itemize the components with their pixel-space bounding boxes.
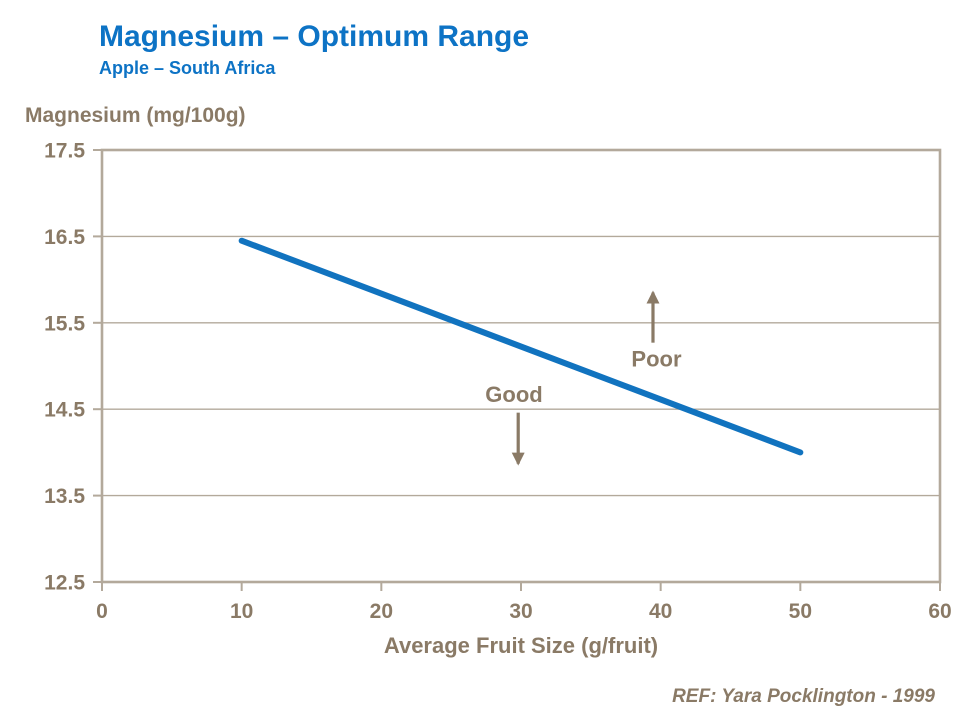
y-axis-title: Magnesium (mg/100g) [25,104,246,127]
annotation-label-poor: Poor [631,347,682,372]
y-tick-label: 12.5 [44,572,85,595]
y-tick-label: 17.5 [44,140,85,163]
annotation-label-good: Good [485,382,542,407]
x-tick-label: 30 [509,600,532,623]
y-tick-label: 14.5 [44,399,85,422]
slide-title: Magnesium – Optimum Range [99,20,530,53]
x-tick-label: 60 [928,600,951,623]
x-axis-title: Average Fruit Size (g/fruit) [383,633,659,658]
x-tick-label: 0 [96,600,108,623]
y-tick-label: 15.5 [44,312,85,335]
x-tick-label: 10 [230,600,253,623]
x-tick-label: 40 [649,600,672,623]
plot-frame [100,148,942,584]
y-tick-label: 16.5 [44,226,85,249]
reference-text: REF: Yara Pocklington - 1999 [672,686,935,707]
data-line-optimum [238,237,804,456]
slide-subtitle: Apple – South Africa [99,58,276,78]
x-tick-label: 20 [370,600,393,623]
y-tick-label: 13.5 [44,485,85,508]
x-tick-label: 50 [789,600,812,623]
